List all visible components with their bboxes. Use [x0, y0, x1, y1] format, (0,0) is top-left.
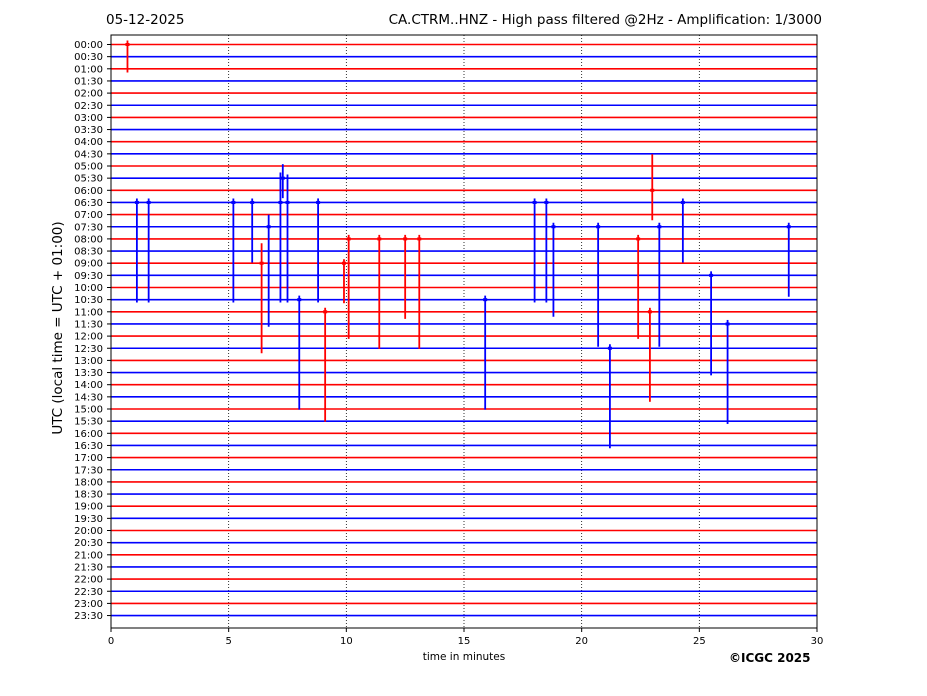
x-tick-label: 0	[108, 636, 114, 647]
y-tick-label: 21:30	[74, 562, 103, 573]
x-tick-label: 10	[340, 636, 353, 647]
y-tick-label: 19:30	[74, 514, 103, 525]
y-tick-label: 14:30	[74, 392, 103, 403]
y-tick-label: 08:00	[74, 234, 103, 245]
y-tick-label: 11:00	[74, 307, 103, 318]
y-tick-label: 15:30	[74, 417, 103, 428]
y-tick-label: 06:30	[74, 198, 103, 209]
trace-lines	[111, 43, 817, 617]
date-label: 05-12-2025	[106, 12, 185, 28]
event-spikes	[125, 40, 791, 449]
y-tick-label: 13:30	[74, 368, 103, 379]
y-tick-label: 01:30	[74, 76, 103, 87]
y-tick-label: 12:00	[74, 332, 103, 343]
y-tick-label: 02:00	[74, 89, 103, 100]
x-tick-label: 25	[693, 636, 706, 647]
y-tick-label: 22:30	[74, 587, 103, 598]
y-tick-label: 08:30	[74, 247, 103, 258]
y-tick-label: 05:00	[74, 162, 103, 173]
y-tick-label: 18:00	[74, 477, 103, 488]
y-tick-label: 09:30	[74, 271, 103, 282]
y-tick-label: 04:30	[74, 149, 103, 160]
y-tick-label: 10:30	[74, 295, 103, 306]
y-tick-label: 07:00	[74, 210, 103, 221]
y-tick-label: 17:00	[74, 453, 103, 464]
y-tick-label: 16:00	[74, 429, 103, 440]
x-tick-label: 5	[225, 636, 231, 647]
chart-title: CA.CTRM..HNZ - High pass filtered @2Hz -…	[388, 12, 822, 28]
y-tick-label: 00:00	[74, 40, 103, 51]
x-ticks: 0 5 10 15 20 25 30	[108, 628, 824, 647]
y-tick-label: 21:00	[74, 550, 103, 561]
y-tick-label: 07:30	[74, 222, 103, 233]
y-tick-label: 03:00	[74, 113, 103, 124]
y-tick-label: 09:00	[74, 259, 103, 270]
y-tick-label: 20:00	[74, 526, 103, 537]
x-axis-label: time in minutes	[422, 651, 506, 663]
x-tick-label: 30	[811, 636, 824, 647]
y-tick-label: 19:00	[74, 502, 103, 513]
y-tick-label: 23:30	[74, 611, 103, 622]
x-tick-label: 20	[575, 636, 588, 647]
x-tick-label: 15	[458, 636, 471, 647]
y-tick-label: 01:00	[74, 64, 103, 75]
y-tick-label: 18:30	[74, 490, 103, 501]
y-tick-label: 23:00	[74, 599, 103, 610]
y-tick-label: 04:00	[74, 137, 103, 148]
y-tick-label: 00:30	[74, 52, 103, 63]
y-tick-label: 16:30	[74, 441, 103, 452]
y-tick-label: 20:30	[74, 538, 103, 549]
y-tick-label: 13:00	[74, 356, 103, 367]
y-tick-label: 10:00	[74, 283, 103, 294]
y-tick-label: 17:30	[74, 465, 103, 476]
y-tick-label: 22:00	[74, 575, 103, 586]
y-tick-label: 02:30	[74, 101, 103, 112]
y-tick-label: 11:30	[74, 319, 103, 330]
y-tick-label: 05:30	[74, 174, 103, 185]
y-tick-label: 14:00	[74, 380, 103, 391]
y-tick-label: 06:00	[74, 186, 103, 197]
y-tick-label: 15:00	[74, 405, 103, 416]
copyright-label: ©ICGC 2025	[729, 651, 811, 665]
y-tick-label: 03:30	[74, 125, 103, 136]
y-tick-label: 12:30	[74, 344, 103, 355]
